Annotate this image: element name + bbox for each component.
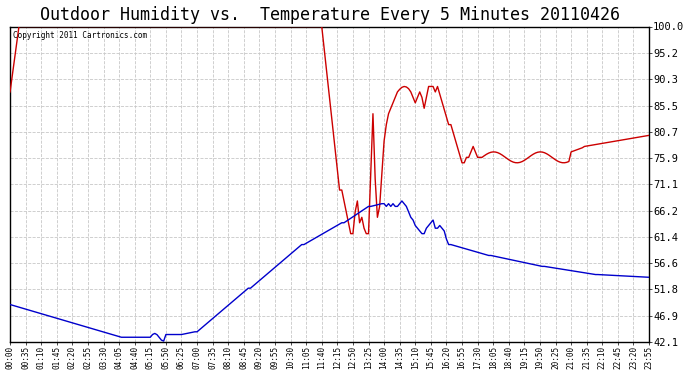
Text: Copyright 2011 Cartronics.com: Copyright 2011 Cartronics.com bbox=[13, 31, 148, 40]
Title: Outdoor Humidity vs.  Temperature Every 5 Minutes 20110426: Outdoor Humidity vs. Temperature Every 5… bbox=[39, 6, 620, 24]
